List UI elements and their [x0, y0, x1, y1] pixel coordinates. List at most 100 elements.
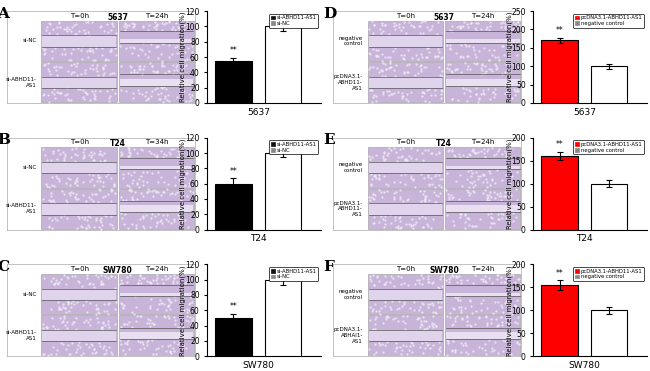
Point — [88, 95, 99, 101]
Point — [478, 172, 488, 178]
Point — [369, 173, 380, 179]
Point — [86, 150, 96, 155]
Point — [428, 309, 439, 315]
Point — [57, 319, 68, 325]
Point — [72, 60, 83, 66]
Point — [390, 46, 400, 52]
Point — [92, 178, 103, 184]
Point — [164, 42, 174, 48]
Point — [402, 197, 413, 203]
Point — [460, 212, 470, 218]
Point — [437, 88, 447, 94]
Point — [103, 98, 114, 104]
Point — [88, 347, 99, 352]
Point — [187, 43, 197, 49]
Point — [78, 155, 88, 161]
Point — [391, 224, 401, 230]
Point — [484, 27, 494, 33]
Point — [164, 19, 174, 25]
Point — [128, 197, 138, 203]
Point — [504, 180, 515, 186]
Point — [62, 28, 72, 34]
Point — [369, 22, 379, 28]
Point — [404, 347, 414, 352]
Point — [424, 27, 434, 33]
Point — [144, 48, 154, 54]
Point — [506, 272, 516, 278]
Point — [80, 66, 90, 72]
Point — [46, 351, 56, 357]
Bar — [541, 40, 578, 103]
Point — [425, 175, 436, 181]
Point — [371, 47, 382, 53]
Point — [502, 151, 512, 157]
Point — [421, 64, 432, 70]
Point — [480, 341, 490, 347]
Point — [500, 338, 510, 344]
Point — [380, 156, 391, 162]
Point — [89, 346, 99, 352]
Point — [393, 225, 404, 231]
Point — [462, 187, 473, 193]
Point — [430, 309, 440, 315]
Point — [55, 90, 66, 96]
Point — [44, 197, 54, 203]
Point — [418, 191, 428, 197]
Point — [422, 342, 432, 348]
Point — [435, 348, 445, 354]
Bar — [120, 39, 193, 43]
Point — [471, 91, 481, 96]
Point — [388, 67, 398, 73]
Bar — [369, 330, 442, 341]
Point — [158, 99, 168, 105]
Point — [501, 88, 512, 93]
Point — [138, 341, 148, 347]
Point — [457, 316, 467, 322]
Point — [89, 285, 99, 290]
Point — [456, 280, 467, 286]
Point — [151, 272, 162, 278]
Point — [421, 345, 431, 351]
Point — [57, 188, 68, 194]
Point — [86, 341, 96, 347]
Point — [368, 220, 378, 226]
Point — [120, 340, 131, 346]
Point — [134, 66, 144, 72]
Point — [108, 225, 118, 231]
Point — [63, 68, 73, 74]
Point — [406, 89, 416, 95]
Point — [122, 22, 132, 28]
Point — [380, 22, 390, 28]
Point — [512, 340, 522, 346]
Point — [503, 54, 514, 60]
Point — [398, 69, 409, 75]
Point — [103, 171, 113, 177]
Point — [101, 350, 111, 356]
Text: T=34h: T=34h — [145, 139, 168, 145]
Point — [78, 87, 88, 93]
Point — [85, 322, 96, 328]
Point — [426, 320, 437, 326]
Point — [66, 62, 77, 68]
Point — [377, 20, 387, 26]
Point — [445, 62, 455, 68]
Point — [119, 23, 129, 29]
Point — [403, 282, 413, 288]
Point — [442, 65, 452, 71]
Point — [46, 157, 56, 163]
Point — [424, 279, 434, 285]
Point — [428, 189, 439, 195]
Point — [393, 215, 404, 221]
Point — [367, 309, 377, 315]
Point — [177, 342, 188, 348]
Point — [422, 45, 433, 50]
Point — [458, 54, 468, 60]
Text: **: ** — [556, 140, 564, 149]
Point — [120, 21, 130, 27]
Point — [484, 191, 494, 197]
Point — [164, 297, 174, 303]
Point — [124, 145, 135, 151]
Point — [396, 351, 406, 357]
Point — [384, 182, 394, 188]
Point — [426, 151, 436, 157]
